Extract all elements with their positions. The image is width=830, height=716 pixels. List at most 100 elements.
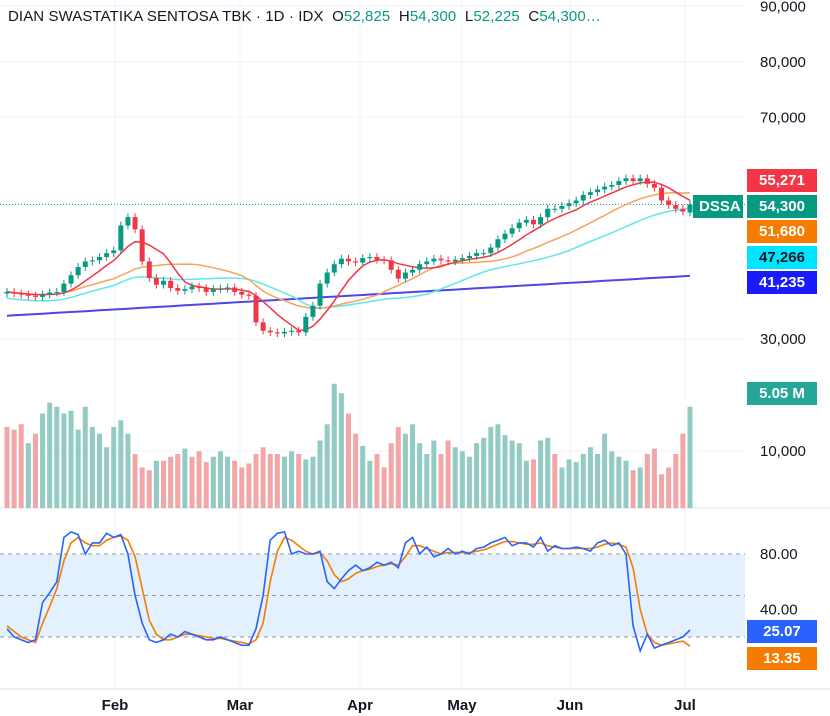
candle-body [210,289,216,292]
volume-bar [595,454,601,508]
candle-body [495,239,501,248]
candle-body [623,178,629,182]
stoch-k-tag: 25.07 [747,620,817,643]
candle-body [47,292,53,295]
volume-bar [538,440,544,508]
volume-bar [666,467,672,508]
time-axis-tick: Feb [102,697,129,714]
volume-bar [281,456,287,508]
volume-bar [25,443,31,508]
volume-bar [502,435,508,508]
candle-body [153,278,159,285]
candle-body [232,287,238,292]
volume-bar [289,451,295,508]
low-key: L [464,8,474,25]
candle-body [474,253,480,256]
volume-bar [637,467,643,508]
candle-body [324,272,330,284]
last-price-tag: 54,300 [747,195,817,218]
volume-bar [111,427,117,508]
low-value: 52,225 [473,8,520,25]
candle-body [367,257,373,259]
volume-bar [47,402,53,508]
candle-body [82,261,88,267]
volume-bar [353,433,359,508]
volume-bar [559,467,565,508]
volume-bar [32,433,38,508]
ma-blue-tag: 41,235 [747,271,817,294]
volume-bar [587,447,593,508]
candle-body [54,291,60,293]
candle-body [445,260,451,262]
volume-bar [18,424,24,508]
volume-bar [374,454,380,508]
candle-body [595,189,601,193]
candle-body [651,183,657,188]
candle-body [89,260,95,262]
candle-body [346,258,351,262]
volume-bar [495,424,501,508]
volume-bar [545,437,551,508]
candle-body [338,258,344,265]
volume-bar [552,454,558,508]
candle-body [417,264,423,270]
ma-orange-tag: 51,680 [747,220,817,243]
price-axis-tick: 80,000 [760,54,806,71]
volume-bar [466,456,472,508]
volume-bar [68,410,74,508]
candle-body [381,259,387,261]
volume-bar [161,460,167,508]
candle-body [630,178,636,182]
volume-bar [153,460,159,508]
volume-bar [4,427,10,508]
candle-body [580,194,586,201]
volume-bar [609,451,615,508]
symbol-legend: DIAN SWASTATIKA SENTOSA TBK · 1D · IDX O… [8,8,601,25]
candle-body [317,283,323,306]
volume-bar [168,456,174,508]
candle-body [331,264,337,273]
candle-body [168,280,174,289]
candle-body [680,208,686,212]
candle-body [310,305,316,317]
volume-bar [651,448,657,508]
volume-bar [573,462,579,508]
candle-body [68,275,74,284]
candle-body [182,289,188,291]
time-axis-tick: Jun [557,697,584,714]
volume-bar [381,467,387,508]
volume-bar [225,456,231,508]
candle-body [481,253,487,255]
candle-body [246,294,252,296]
volume-bar [509,440,515,508]
exchange-label: IDX [298,8,324,25]
volume-bar [566,459,572,508]
ma-red-tag: 55,271 [747,169,817,192]
volume-bar [82,406,88,508]
volume-bar [96,433,102,508]
candle-body [523,219,529,223]
volume-bar [182,448,188,508]
volume-bar [175,454,181,508]
candle-body [118,225,124,251]
candle-body [32,295,38,297]
volume-bar [40,413,46,508]
volume-bar [680,433,686,508]
candle-body [545,208,551,218]
candle-body [296,330,302,333]
time-axis-tick: Jul [674,697,696,714]
candle-body [552,208,558,210]
volume-bar [203,462,209,508]
candle-body [125,217,131,226]
candle-body [466,255,472,259]
candle-body [509,228,515,234]
volume-bar [239,467,245,508]
candle-body [602,186,608,190]
volume-bar [687,406,693,508]
volume-bar [673,454,679,508]
candle-body [609,184,615,187]
interval-label: 1D [265,8,285,25]
volume-bar [360,445,366,508]
candle-body [18,293,24,295]
